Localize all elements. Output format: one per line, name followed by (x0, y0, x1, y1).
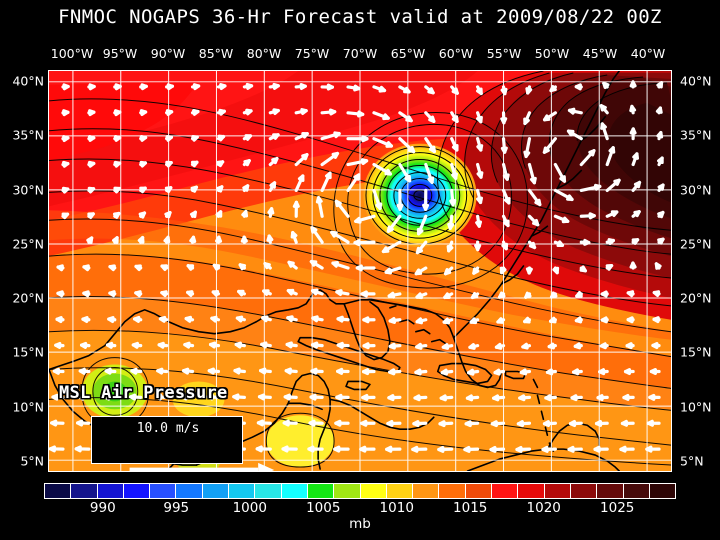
lat-tick-left-0: 40°N (12, 73, 44, 89)
colorbar-swatch-1 (71, 484, 98, 498)
pressure-colorbar[interactable] (44, 483, 676, 499)
colorbar-tick-1: 995 (163, 500, 190, 516)
lat-tick-right-0: 40°N (680, 73, 712, 89)
lat-tick-right-7: 5°N (680, 453, 704, 469)
colorbar-swatch-9 (281, 484, 308, 498)
colorbar-swatch-22 (623, 484, 650, 498)
colorbar-swatch-21 (597, 484, 624, 498)
wind-scale-label: 10.0 m/s (136, 421, 200, 436)
colorbar-units-label: mb (349, 516, 371, 532)
colorbar-swatch-4 (150, 484, 177, 498)
field-label: MSL Air Pressure (59, 383, 228, 403)
colorbar-tick-7: 1025 (600, 500, 635, 516)
colorbar-swatch-2 (97, 484, 124, 498)
colorbar-swatch-17 (492, 484, 519, 498)
lon-tick-1: 95°W (102, 46, 138, 61)
colorbar-swatch-10 (307, 484, 335, 498)
colorbar-swatch-7 (229, 484, 256, 498)
colorbar-swatch-15 (439, 484, 466, 498)
colorbar-tick-labels: 990 995 1000 1005 1010 1015 1020 1025 (44, 500, 676, 518)
colorbar-swatch-8 (255, 484, 282, 498)
colorbar-swatch-14 (413, 484, 440, 498)
colorbar-swatch-6 (202, 484, 230, 498)
colorbar-swatch-12 (360, 484, 387, 498)
colorbar-swatch-23 (649, 484, 676, 498)
lat-tick-right-1: 35°N (680, 127, 712, 143)
lon-tick-3: 85°W (198, 46, 234, 61)
page-title: FNMOC NOGAPS 36-Hr Forecast valid at 200… (58, 6, 662, 28)
colorbar-swatch-19 (544, 484, 571, 498)
colorbar-tick-2: 1000 (232, 500, 267, 516)
map-plot-area[interactable]: MSL Air Pressure 10.0 m/s (48, 70, 672, 472)
lon-tick-8: 60°W (438, 46, 474, 61)
lat-tick-left-7: 5°N (20, 453, 44, 469)
colorbar-tick-6: 1020 (526, 500, 561, 516)
lon-tick-4: 80°W (246, 46, 282, 61)
lat-tick-right-2: 30°N (680, 182, 712, 197)
lat-tick-right-3: 25°N (680, 236, 712, 252)
colorbar-swatch-16 (465, 484, 493, 498)
lon-tick-6: 70°W (342, 46, 378, 61)
colorbar-swatch-5 (176, 484, 203, 498)
colorbar-tick-4: 1010 (379, 500, 414, 516)
colorbar-swatch-20 (570, 484, 598, 498)
lat-tick-left-5: 15°N (12, 344, 44, 360)
lat-tick-left-6: 10°N (12, 399, 44, 415)
colorbar-swatch-13 (386, 484, 414, 498)
lon-tick-12: 40°W (630, 46, 666, 61)
lon-tick-7: 65°W (390, 46, 426, 61)
arrow-right-icon (129, 462, 275, 471)
lon-tick-5: 75°W (294, 46, 330, 61)
colorbar-swatch-11 (334, 484, 361, 498)
lat-tick-right-6: 10°N (680, 399, 712, 415)
lat-lon-gridlines (49, 71, 671, 471)
colorbar-tick-0: 990 (89, 500, 116, 516)
lat-tick-left-1: 35°N (12, 127, 44, 143)
wind-scale-key: 10.0 m/s (91, 416, 275, 471)
colorbar-tick-5: 1015 (453, 500, 488, 516)
lon-tick-9: 55°W (486, 46, 522, 61)
lon-tick-2: 90°W (150, 46, 186, 61)
lon-tick-0: 100°W (50, 46, 94, 61)
colorbar-swatch-3 (123, 484, 151, 498)
colorbar-tick-3: 1005 (306, 500, 341, 516)
lon-tick-11: 45°W (582, 46, 618, 61)
lat-tick-left-2: 30°N (12, 182, 44, 197)
lat-tick-right-4: 20°N (680, 290, 712, 306)
lon-tick-10: 50°W (534, 46, 570, 61)
wind-vectors (49, 80, 665, 453)
colorbar-swatch-18 (518, 484, 545, 498)
lat-tick-left-3: 25°N (12, 236, 44, 252)
colorbar-swatch-0 (45, 484, 72, 498)
lat-tick-right-5: 15°N (680, 344, 712, 360)
lat-tick-left-4: 20°N (12, 290, 44, 306)
